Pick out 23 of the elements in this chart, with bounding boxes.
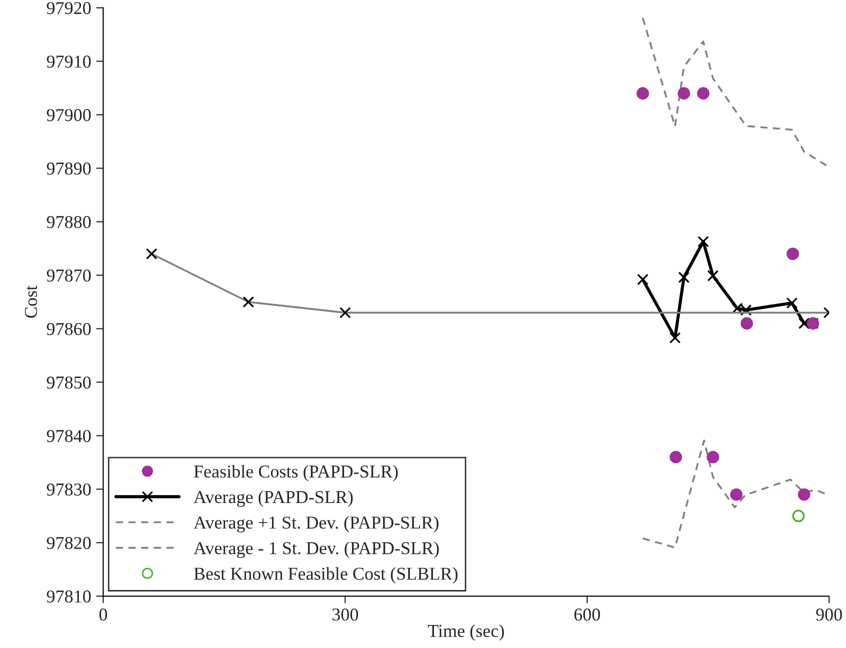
y-tick-label: 97870 bbox=[46, 269, 91, 282]
legend-label: Average (PAPD-SLR) bbox=[194, 490, 353, 507]
y-tick-label: 97920 bbox=[46, 2, 91, 14]
x-tick-label: 0 bbox=[99, 608, 108, 621]
y-axis-title: Cost bbox=[24, 286, 38, 318]
y-tick-label: 97910 bbox=[46, 56, 91, 68]
x-tick-label: 300 bbox=[332, 608, 358, 621]
legend-label: Best Known Feasible Cost (SLBLR) bbox=[194, 567, 458, 584]
y-tick-label: 97890 bbox=[46, 162, 91, 175]
legend-label: Feasible Costs (PAPD-SLR) bbox=[194, 464, 398, 482]
y-tick-label: 97850 bbox=[46, 376, 91, 389]
y-tick-label: 97880 bbox=[46, 216, 91, 228]
y-tick-label: 97900 bbox=[46, 109, 91, 122]
x-tick-label: 900 bbox=[816, 608, 842, 621]
legend-label: Average - 1 St. Dev. (PAPD-SLR) bbox=[194, 542, 439, 558]
x-tick-label: 600 bbox=[574, 608, 600, 621]
y-tick-label: 97840 bbox=[46, 430, 91, 442]
x-axis-title: Time (sec) bbox=[428, 624, 504, 641]
y-tick-label: 97830 bbox=[46, 483, 91, 496]
legend-label: Average +1 St. Dev. (PAPD-SLR) bbox=[194, 516, 438, 532]
y-tick-label: 97860 bbox=[46, 322, 91, 336]
y-tick-label: 97820 bbox=[46, 536, 91, 550]
y-tick-label: 97810 bbox=[46, 590, 91, 603]
